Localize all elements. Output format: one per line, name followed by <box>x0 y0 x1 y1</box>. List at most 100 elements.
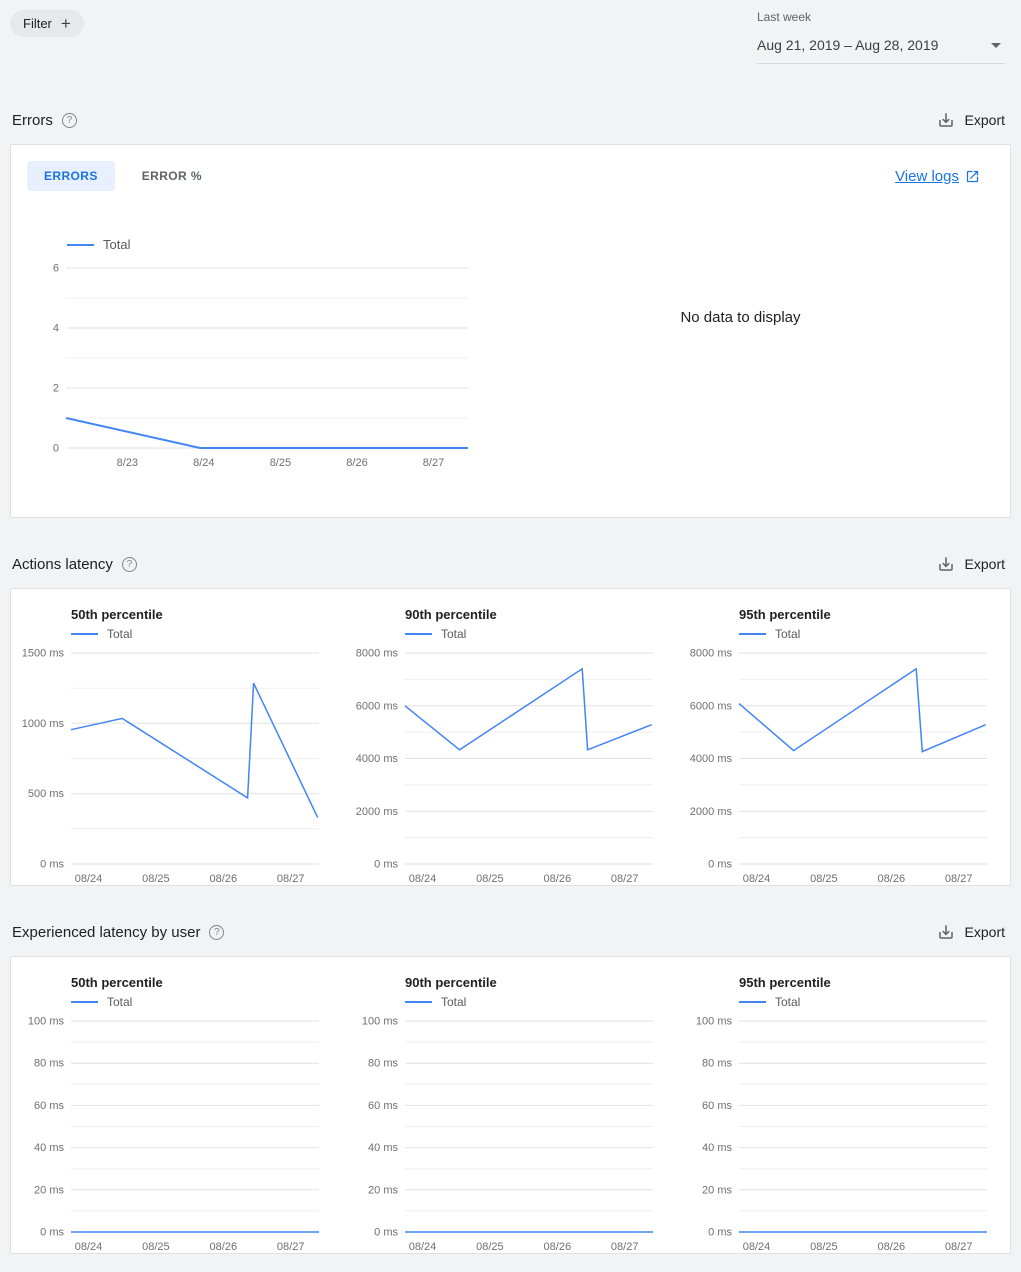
svg-text:08/26: 08/26 <box>210 873 238 885</box>
svg-text:8/26: 8/26 <box>346 457 367 469</box>
svg-text:08/25: 08/25 <box>142 1241 170 1253</box>
legend-label: Total <box>107 995 133 1009</box>
tab-errors[interactable]: ERRORS <box>27 161 115 191</box>
help-icon[interactable]: ? <box>209 924 225 940</box>
svg-text:20 ms: 20 ms <box>34 1184 64 1196</box>
experienced-latency-section-title: Experienced latency by user <box>12 923 201 941</box>
svg-text:08/24: 08/24 <box>409 1241 437 1253</box>
svg-text:80 ms: 80 ms <box>34 1058 64 1070</box>
actions-latency-p50-block: 50th percentile Total 0 ms 500 ms 1000 ms 1… <box>15 605 333 885</box>
svg-text:500 ms: 500 ms <box>28 788 65 800</box>
export-label: Export <box>964 924 1005 940</box>
svg-text:60 ms: 60 ms <box>702 1100 732 1112</box>
svg-text:20 ms: 20 ms <box>702 1184 732 1196</box>
open-in-new-icon <box>966 170 979 182</box>
date-range-select[interactable]: Last week Aug 21, 2019 – Aug 28, 2019 <box>757 10 1005 64</box>
errors-chart: 0 2 4 6 8/23 8/24 8/25 8/26 8/27 <box>53 263 468 469</box>
svg-text:08/24: 08/24 <box>409 873 437 885</box>
svg-text:1500 ms: 1500 ms <box>22 648 65 660</box>
experienced-latency-p90-chart: 0 ms 20 ms 40 ms 60 ms 80 ms 100 ms 08/24 08/25… <box>362 1016 653 1253</box>
svg-text:40 ms: 40 ms <box>702 1142 732 1154</box>
svg-text:08/26: 08/26 <box>544 873 572 885</box>
svg-text:0 ms: 0 ms <box>374 859 398 871</box>
dropdown-arrow-icon <box>991 42 1001 48</box>
actions-latency-p95-block: 95th percentile Total 0 ms 2000 ms 4000 ms… <box>683 605 1001 885</box>
export-errors-button[interactable]: Export <box>933 105 1009 135</box>
chart-legend: Total <box>405 627 667 641</box>
experienced-latency-section: Experienced latency by user ? Export 50t… <box>10 918 1011 1254</box>
legend-line-swatch <box>739 1001 766 1003</box>
svg-text:100 ms: 100 ms <box>28 1016 65 1028</box>
download-icon <box>938 925 953 939</box>
svg-text:6000 ms: 6000 ms <box>356 700 399 712</box>
legend-line-swatch <box>71 633 98 635</box>
experienced-latency-card: 50th percentile Total 0 ms 20 ms 40 ms 60 m… <box>10 956 1011 1254</box>
errors-card: ERRORS ERROR % View logs Total 0 2 4 6 8/23 8… <box>10 144 1011 518</box>
errors-section: Errors ? Export ERRORS ERROR % View logs <box>10 106 1011 518</box>
view-logs-link[interactable]: View logs <box>895 168 980 185</box>
chart-legend: Total <box>405 995 667 1009</box>
experienced-latency-p95-chart: 0 ms 20 ms 40 ms 60 ms 80 ms 100 ms 08/24 08/25… <box>696 1016 987 1253</box>
errors-chart-block: Total 0 2 4 6 8/23 8/24 8/25 8/26 8/27 <box>27 191 487 474</box>
actions-latency-section-header: Actions latency ? Export <box>12 550 1009 578</box>
filter-chip[interactable]: Filter + <box>10 10 84 37</box>
help-icon[interactable]: ? <box>121 556 137 572</box>
svg-text:08/26: 08/26 <box>878 873 906 885</box>
svg-text:08/24: 08/24 <box>743 1241 771 1253</box>
date-range-value: Aug 21, 2019 – Aug 28, 2019 <box>757 37 939 53</box>
svg-text:0 ms: 0 ms <box>40 1227 64 1239</box>
svg-text:08/25: 08/25 <box>476 873 504 885</box>
actions-latency-p50-chart: 0 ms 500 ms 1000 ms 1500 ms 08/24 08/25 08/26 0… <box>22 648 319 885</box>
svg-text:08/27: 08/27 <box>277 1241 305 1253</box>
svg-text:08/27: 08/27 <box>945 873 973 885</box>
experienced-latency-p90-block: 90th percentile Total 0 ms 20 ms 40 ms 60 m… <box>349 973 667 1253</box>
export-experienced-latency-button[interactable]: Export <box>933 917 1009 947</box>
svg-text:8/25: 8/25 <box>270 457 291 469</box>
svg-text:08/27: 08/27 <box>277 873 305 885</box>
svg-text:08/24: 08/24 <box>743 873 771 885</box>
legend-label: Total <box>441 627 467 641</box>
help-icon[interactable]: ? <box>61 112 77 128</box>
actions-latency-p95-chart: 0 ms 2000 ms 4000 ms 6000 ms 8000 ms 08/24 08/… <box>690 648 987 885</box>
legend-label: Total <box>441 995 467 1009</box>
svg-text:40 ms: 40 ms <box>34 1142 64 1154</box>
svg-text:8/24: 8/24 <box>193 457 214 469</box>
legend-line-swatch <box>67 243 94 246</box>
actions-latency-card: 50th percentile Total 0 ms 500 ms 1000 ms 1… <box>10 588 1011 886</box>
errors-section-header: Errors ? Export <box>12 106 1009 134</box>
actions-latency-section: Actions latency ? Export 50th percentile… <box>10 550 1011 886</box>
svg-text:0 ms: 0 ms <box>374 1227 398 1239</box>
svg-text:6: 6 <box>53 263 59 275</box>
legend-label: Total <box>775 995 801 1009</box>
chart-title: 90th percentile <box>405 975 497 990</box>
svg-text:0 ms: 0 ms <box>708 859 732 871</box>
chart-title: 50th percentile <box>71 975 163 990</box>
actions-latency-p90-chart: 0 ms 2000 ms 4000 ms 6000 ms 8000 ms 08/24 08/… <box>356 648 653 885</box>
errors-card-content: Total 0 2 4 6 8/23 8/24 8/25 8/26 8/27 No data t… <box>27 191 994 474</box>
svg-text:20 ms: 20 ms <box>368 1184 398 1196</box>
export-actions-latency-button[interactable]: Export <box>933 549 1009 579</box>
chart-legend: Total <box>71 627 333 641</box>
no-data-message: No data to display <box>680 309 801 326</box>
svg-text:2000 ms: 2000 ms <box>356 806 399 818</box>
svg-text:80 ms: 80 ms <box>368 1058 398 1070</box>
experienced-latency-p50-chart: 0 ms 20 ms 40 ms 60 ms 80 ms 100 ms 08/24 08/25… <box>28 1016 319 1253</box>
chart-title: 95th percentile <box>739 607 831 622</box>
errors-section-title: Errors <box>12 111 53 129</box>
chart-title: 90th percentile <box>405 607 497 622</box>
legend-line-swatch <box>739 633 766 635</box>
tab-error-percent[interactable]: ERROR % <box>141 169 202 183</box>
svg-text:08/26: 08/26 <box>210 1241 238 1253</box>
svg-text:0 ms: 0 ms <box>708 1227 732 1239</box>
svg-text:4: 4 <box>53 323 59 335</box>
svg-text:0 ms: 0 ms <box>40 859 64 871</box>
legend-label: Total <box>103 237 131 252</box>
experienced-latency-section-header: Experienced latency by user ? Export <box>12 918 1009 946</box>
chart-legend: Total <box>739 627 1001 641</box>
svg-text:4000 ms: 4000 ms <box>356 753 399 765</box>
svg-text:08/26: 08/26 <box>878 1241 906 1253</box>
legend-line-swatch <box>405 633 432 635</box>
svg-text:08/27: 08/27 <box>945 1241 973 1253</box>
filter-label: Filter <box>23 16 52 31</box>
